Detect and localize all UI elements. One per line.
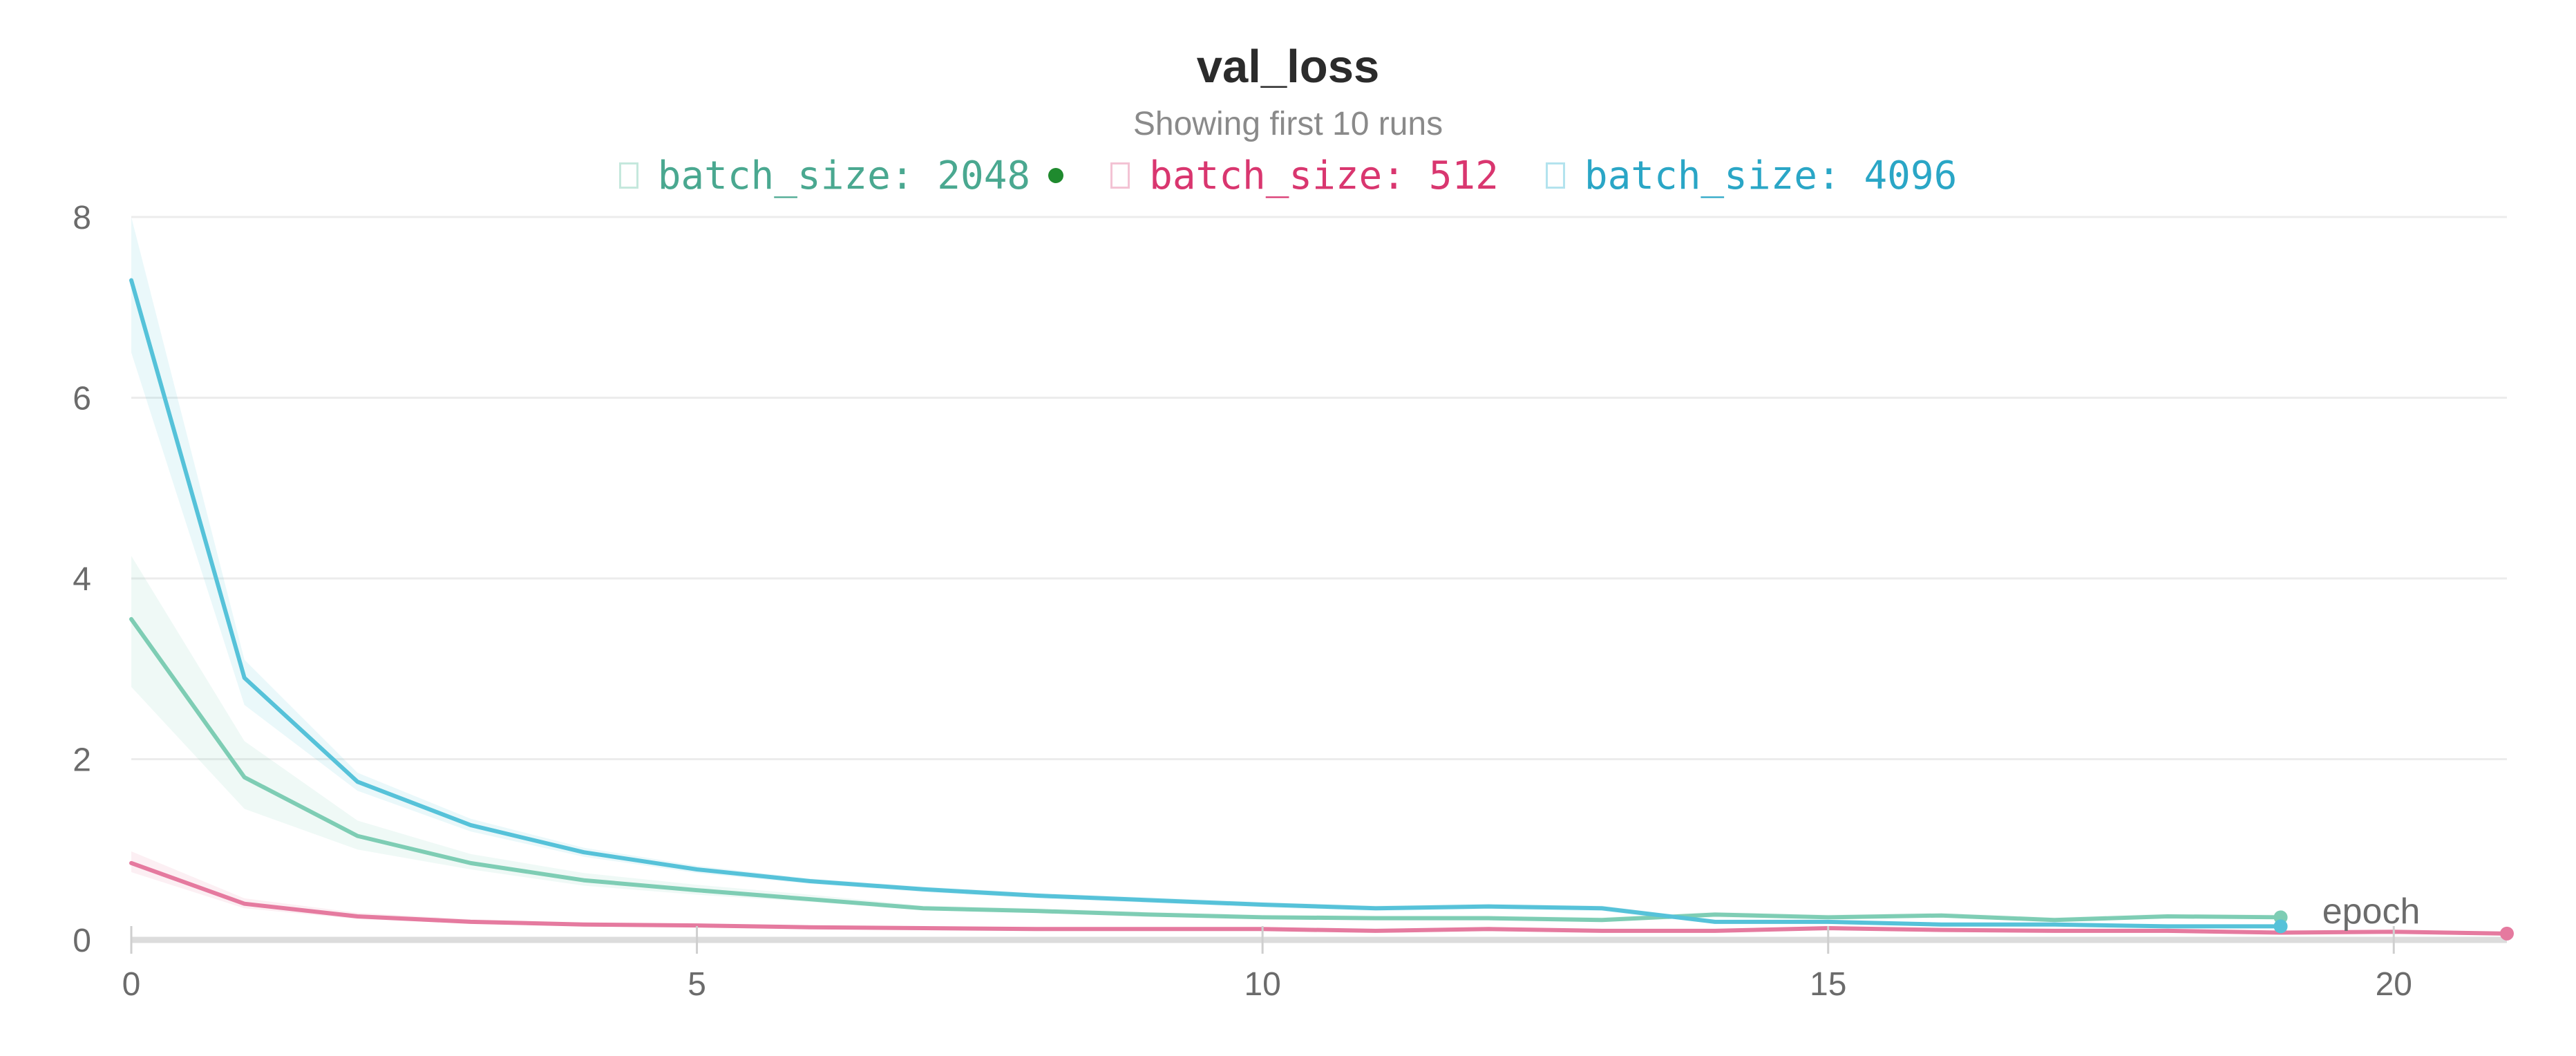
legend-label-series-2: batch_size: 4096: [1584, 153, 1958, 198]
y-tick-label-4: 4: [73, 561, 91, 598]
line-series-2[interactable]: [129, 278, 2283, 929]
y-tick-label-8: 8: [73, 200, 91, 236]
chart-legend: batch_size: 2048 batch_size: 512 batch_s…: [0, 148, 2576, 203]
end-markers: [2273, 910, 2514, 941]
legend-item-series-2[interactable]: batch_size: 4096: [1545, 153, 1958, 198]
y-tick-label-6: 6: [73, 381, 91, 417]
line-series-0[interactable]: [129, 616, 2283, 923]
legend-swatch-series-1: [1110, 162, 1130, 189]
x-tick-label-0: 0: [122, 966, 141, 1003]
end-point-series-1[interactable]: [2500, 926, 2514, 941]
legend-item-series-1[interactable]: batch_size: 512: [1110, 153, 1499, 198]
active-run-dot-icon: [1048, 168, 1064, 183]
line-series-1[interactable]: [129, 860, 2509, 936]
chart-title: val_loss: [1196, 41, 1380, 93]
chart-subtitle: Showing first 10 runs: [1133, 106, 1443, 142]
x-axis-label: epoch: [2322, 892, 2421, 932]
x-tick-label-10: 10: [1244, 966, 1280, 1003]
legend-label-series-0: batch_size: 2048: [657, 153, 1031, 198]
series-lines: [129, 278, 2509, 936]
legend-item-series-0[interactable]: batch_size: 2048: [618, 153, 1064, 198]
axes: 0 2 4 6 8 0 5 10 15 20 epoch: [73, 200, 2507, 1003]
end-point-series-2[interactable]: [2273, 919, 2288, 934]
x-tick-label-20: 20: [2376, 966, 2412, 1003]
y-tick-label-0: 0: [73, 923, 91, 959]
y-tick-label-2: 2: [73, 742, 91, 779]
confidence-band-series-0: [131, 556, 2281, 922]
grid-lines: [131, 216, 2507, 760]
x-tick-label-5: 5: [688, 966, 706, 1003]
confidence-band-series-2: [131, 217, 2281, 929]
legend-swatch-series-0: [618, 162, 638, 189]
legend-swatch-series-2: [1545, 162, 1565, 189]
legend-label-series-1: batch_size: 512: [1149, 153, 1499, 198]
x-tick-label-15: 15: [1810, 966, 1846, 1003]
